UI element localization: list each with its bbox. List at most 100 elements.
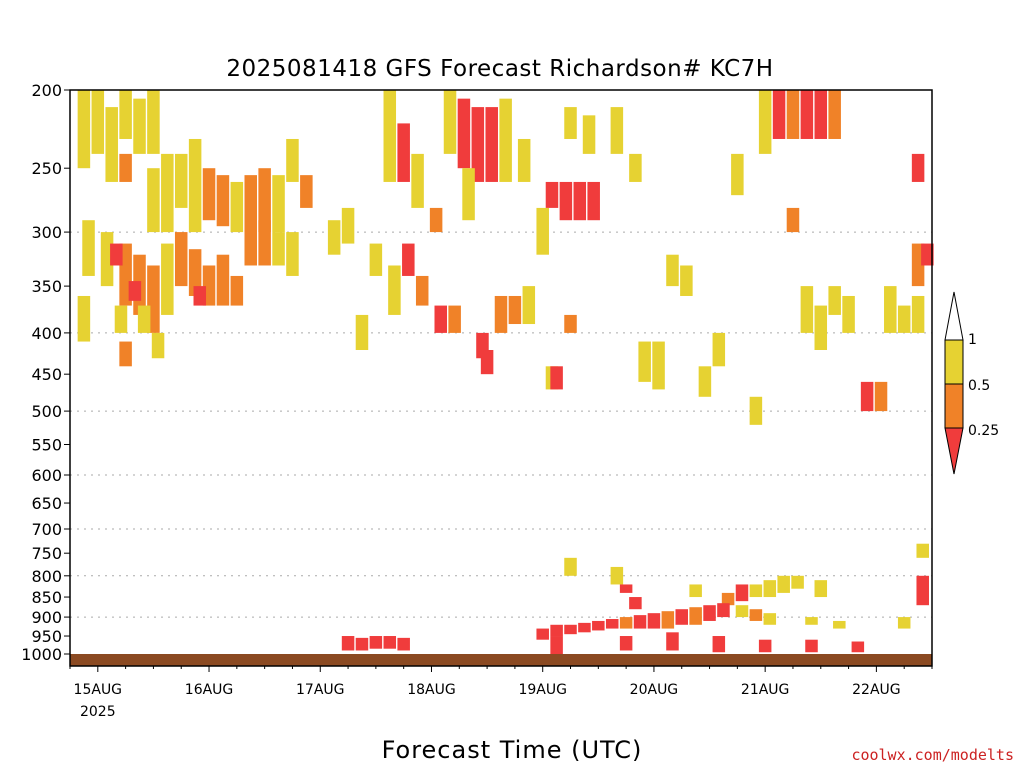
ri-cell [675,609,688,625]
ri-cell [471,107,485,182]
x-tick-label: 19AUG [518,682,567,698]
ri-cell [550,624,563,637]
ri-cell [147,168,160,233]
credit-text: coolwx.com/modelts [851,746,1014,764]
ri-cell [633,615,647,629]
y-tick-label: 250 [31,159,62,178]
ri-cell [286,232,299,276]
ri-cell [814,90,828,139]
ri-cell [772,90,786,139]
ri-cell [680,265,693,296]
ri-cell [911,153,925,182]
ri-cell [114,305,128,333]
ri-cell [578,622,591,633]
ri-cell [508,295,522,325]
ri-cell [721,592,735,606]
ri-cell [188,138,202,233]
ri-cell [564,314,577,333]
ri-cell [128,281,142,301]
ri-cell [151,332,165,359]
ri-cell [119,153,132,182]
ri-cell [786,207,800,233]
x-tick-label: 17AUG [296,682,345,698]
ri-cell [851,641,865,653]
ri-cell [327,220,341,255]
ri-cell [573,181,587,221]
ri-cell [647,613,661,629]
colorbar-label: 1 [968,332,977,348]
ri-cell [749,609,763,621]
y-tick-label: 200 [31,81,62,100]
x-tick-sublabel: 2025 [80,704,116,720]
ri-cell [161,243,174,315]
ri-cell [842,295,855,333]
x-tick-label: 20AUG [630,682,679,698]
ri-cell [805,639,818,653]
ri-cell [230,181,244,233]
ri-cell [517,138,531,182]
ri-cell [383,636,397,649]
y-tick-label: 400 [31,324,62,343]
ri-cell [605,619,619,629]
colorbar-top-arrow [944,291,964,341]
ri-cell [429,207,443,233]
colorbar-bottom-arrow [944,427,964,475]
ri-cell [564,624,577,635]
y-tick-label: 850 [31,588,62,607]
ri-cell [592,620,605,631]
ri-cell [545,181,559,208]
ri-cell [147,90,160,154]
ri-cell [161,153,174,233]
ri-cell [536,628,549,640]
x-tick-label: 21AUG [741,682,790,698]
y-tick-label: 1000 [21,645,62,664]
ri-cell [666,254,679,287]
ri-cell [216,175,230,227]
ri-cell [587,181,600,221]
ri-cell [564,557,577,576]
ri-cell [814,580,828,598]
ri-cell [800,90,814,139]
ri-cell [448,305,461,333]
ri-cell [712,332,726,367]
ri-cell [860,381,874,412]
ri-cell [735,605,749,618]
ri-cell [434,305,448,333]
ri-cell [77,90,91,169]
ri-cell [383,90,397,182]
colorbar-bin-yellow [944,339,964,385]
ri-cell [921,243,934,266]
y-tick-label: 750 [31,544,62,563]
ri-cell [494,295,508,333]
ri-cell [582,115,596,154]
ri-cell [661,611,675,629]
ri-cell [341,207,355,244]
ri-cell [814,305,828,350]
ri-cell [619,617,633,629]
ri-cell [119,90,132,139]
ground-band [70,654,932,666]
ri-cell [666,632,679,651]
ri-cell [610,107,624,154]
ri-cell [749,584,763,598]
y-tick-label: 300 [31,223,62,242]
ri-cell [897,305,911,333]
ri-cell [193,286,207,306]
ri-cell [402,243,415,276]
ri-cell [619,584,633,593]
ri-cell [916,575,929,606]
ri-cell [230,275,244,306]
x-axis: 15AUG 2025 16AUG 17AUG 18AUG 19AUG 20AUG 21AUG 2… [69,666,933,720]
ri-cell [828,90,841,139]
ri-cell [884,286,897,333]
ri-cell [629,597,642,610]
y-tick-label: 700 [31,520,62,539]
ri-cell [698,366,712,397]
ri-cell [758,90,772,154]
ri-cell [874,381,888,412]
ri-cell [777,575,790,593]
ri-cell [355,314,369,350]
ri-cell [559,181,573,221]
ri-cell [763,613,777,625]
